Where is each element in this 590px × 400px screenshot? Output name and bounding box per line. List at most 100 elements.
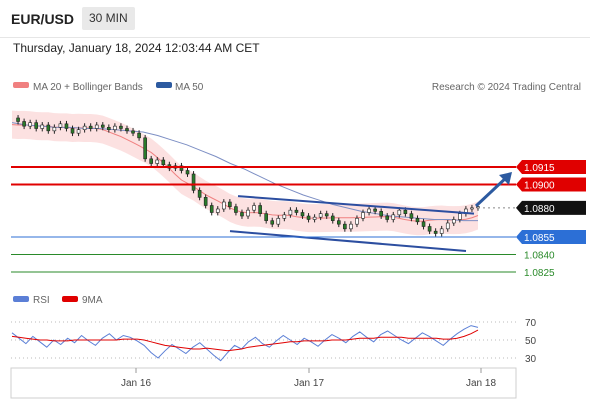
candle-body <box>82 125 87 130</box>
price-label-1.0855: 1.0855 <box>516 230 586 244</box>
candle-body <box>288 209 293 216</box>
svg-text:1.0915: 1.0915 <box>524 163 555 174</box>
candle-body <box>361 212 365 219</box>
price-panel: 1.0915 1.0900 1.0880 1.0855 1.0840 1.0825 <box>11 110 586 279</box>
candle-body <box>40 124 45 129</box>
svg-text:1.0825: 1.0825 <box>524 268 555 279</box>
rsi-tick-label-70: 70 <box>525 318 537 329</box>
candle-body <box>373 208 377 212</box>
candle-body <box>324 213 329 217</box>
candle-body <box>427 226 432 232</box>
candle-body <box>246 209 250 217</box>
rsi-tick-label-30: 30 <box>525 354 537 365</box>
x-label-jan16: Jan 16 <box>121 378 151 389</box>
bollinger-band <box>12 110 478 236</box>
rsi-tick-label-50: 50 <box>525 336 537 347</box>
ma50-legend-swatch <box>156 82 172 88</box>
price-label-1.0915: 1.0915 <box>516 160 586 174</box>
candle-body <box>234 206 238 213</box>
candle-body <box>397 209 402 216</box>
candle-body <box>439 228 444 234</box>
price-label-1.0840: 1.0840 <box>524 251 555 262</box>
candle-body <box>222 201 226 210</box>
candle-body <box>113 125 117 130</box>
price-label-1.0900: 1.0900 <box>516 177 586 192</box>
svg-text:1.0880: 1.0880 <box>524 204 555 215</box>
price-label-1.0825: 1.0825 <box>524 268 555 279</box>
ma9-legend-label: 9MA <box>82 295 103 306</box>
rsi-ma9-line <box>11 329 479 352</box>
price-label-1.0880: 1.0880 <box>516 200 586 215</box>
candle-body <box>264 213 268 221</box>
candle-body <box>415 218 420 223</box>
x-label-jan18: Jan 18 <box>466 378 496 389</box>
header-bar: EUR/USD 30 MIN <box>0 0 590 38</box>
channel-lower-line <box>229 230 467 252</box>
candle-body <box>318 213 323 218</box>
candle-body <box>209 205 214 213</box>
candle-body <box>391 214 396 220</box>
candle-body <box>367 208 371 213</box>
candle-body <box>70 128 75 134</box>
candle-body <box>421 221 426 227</box>
svg-text:1.0900: 1.0900 <box>524 181 555 192</box>
price-legend: MA 20 + Bollinger Bands MA 50 Research ©… <box>13 82 581 93</box>
candle-body <box>433 230 438 234</box>
timeframe-button[interactable]: 30 MIN <box>82 7 135 30</box>
candle-body <box>94 124 99 129</box>
projection-arrow-shaft <box>474 174 510 208</box>
candle-body <box>137 132 141 139</box>
candle-body <box>343 223 347 230</box>
candle-body <box>355 218 359 225</box>
candle-body <box>52 127 57 132</box>
candle-body <box>451 219 456 224</box>
time-axis-frame <box>10 367 517 399</box>
candle-body <box>185 170 190 175</box>
candle-body <box>403 209 408 214</box>
candle-body <box>46 124 51 132</box>
candle-body <box>125 128 129 132</box>
candle-body <box>16 117 20 122</box>
candle-body <box>258 205 262 214</box>
candle-body <box>191 173 196 191</box>
candle-body <box>445 222 450 230</box>
candle-body <box>76 129 81 134</box>
candle-body <box>330 215 335 221</box>
candle-body <box>161 159 166 165</box>
candle-body <box>22 121 26 127</box>
ma20-legend-swatch <box>13 82 29 88</box>
candle-body <box>337 220 341 225</box>
candle-body <box>282 214 287 219</box>
rsi-legend-swatch <box>13 296 29 302</box>
candle-body <box>34 122 39 129</box>
candle-body <box>458 213 462 220</box>
credit-text: Research © 2024 Trading Central <box>432 82 581 93</box>
svg-text:1.0840: 1.0840 <box>524 251 555 262</box>
rsi-legend-label: RSI <box>33 295 50 306</box>
candle-body <box>143 137 147 160</box>
candle-body <box>131 130 135 134</box>
candle-body <box>379 211 383 217</box>
candle-body <box>203 197 208 206</box>
candle-body <box>149 158 153 164</box>
timestamp: Thursday, January 18, 2024 12:03:44 AM C… <box>13 41 260 55</box>
candle-body <box>470 207 474 210</box>
candle-body <box>119 125 123 129</box>
channel-upper-line <box>237 195 475 215</box>
candle-body <box>58 123 63 128</box>
candle-body <box>64 123 69 129</box>
candle-body <box>28 122 32 127</box>
ma50-legend-label: MA 50 <box>175 82 204 93</box>
candle-body <box>409 213 414 219</box>
candle-body <box>197 190 202 198</box>
rsi-panel: 70 50 30 <box>11 318 537 365</box>
symbol-title: EUR/USD <box>11 11 75 27</box>
candle-body <box>215 208 220 213</box>
rsi-legend: RSI 9MA <box>13 295 103 306</box>
candle-body <box>155 159 160 164</box>
time-axis: Jan 16 Jan 17 Jan 18 <box>10 367 517 399</box>
candle-body <box>276 218 281 225</box>
candle-body <box>294 209 299 213</box>
candle-body <box>88 125 93 129</box>
candle-body <box>252 205 256 211</box>
